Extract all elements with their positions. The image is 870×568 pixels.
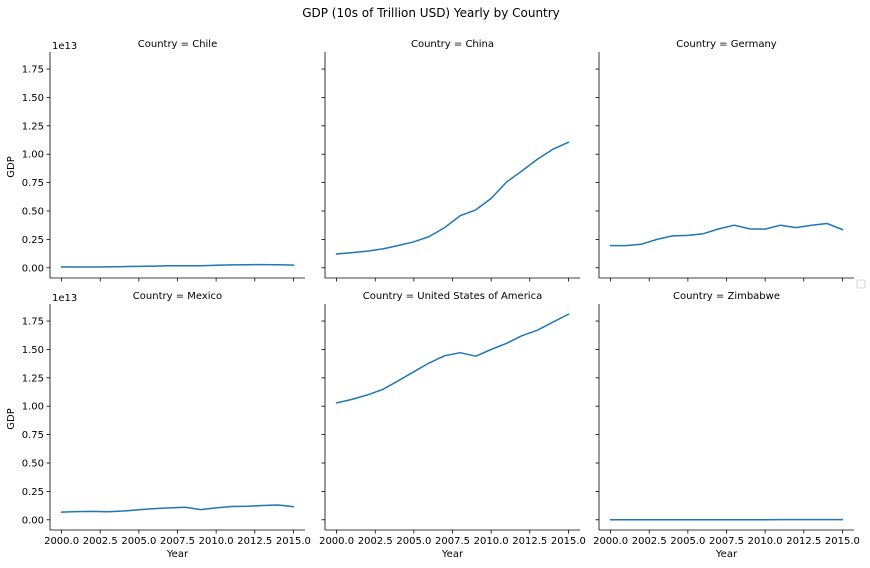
- y-offset-label: 1e13: [52, 41, 77, 52]
- facet-country-zimbabwe: Country = Zimbabwe 2000.0 2002.5 2005.0 2007…: [593, 291, 860, 560]
- facet-title: Country = Zimbabwe: [673, 291, 780, 302]
- y-offset-label: 1e13: [52, 293, 77, 304]
- x-tick-label: 2007.5: [435, 536, 470, 547]
- y-tick-label: 1.00: [22, 402, 44, 413]
- x-tick-label: 2000.0: [44, 536, 79, 547]
- x-tick-label: 2002.5: [83, 536, 118, 547]
- series-line-country-chile: [60, 263, 295, 268]
- x-axis-label: Year: [441, 549, 464, 560]
- x-tick-label: 2015.0: [276, 536, 311, 547]
- x-tick-label: 2012.5: [786, 536, 821, 547]
- y-axis-label: GDP: [6, 156, 17, 177]
- x-tick-label: 2010.0: [199, 536, 234, 547]
- facet-grid: Country = Chile 0.00 0.25 0.50 0.75 1.00 1.25 1…: [6, 39, 860, 560]
- x-tick-label: 2005.0: [670, 536, 705, 547]
- chart-title: GDP (10s of Trillion USD) Yearly by Coun…: [302, 6, 560, 20]
- x-tick-label: 2010.0: [748, 536, 783, 547]
- x-tick-label: 2000.0: [593, 536, 628, 547]
- x-tick-label: 2005.0: [396, 536, 431, 547]
- y-tick-label: 0.00: [22, 263, 44, 274]
- y-tick-label: 1.00: [22, 150, 44, 161]
- x-tick-label: 2015.0: [551, 536, 586, 547]
- x-tick-label: 2005.0: [121, 536, 156, 547]
- x-axis-label: Year: [715, 549, 738, 560]
- y-tick-label: 1.25: [22, 121, 44, 132]
- series-line-country-mexico: [60, 504, 295, 513]
- facet-country-united-states-of-america: Country = United States of America 2000.0…: [319, 291, 586, 560]
- y-tick-label: 1.50: [22, 93, 44, 104]
- y-tick-label: 0.75: [22, 178, 44, 189]
- y-tick-label: 1.25: [22, 373, 44, 384]
- y-tick-label: 1.75: [22, 317, 44, 328]
- y-tick-label: 0.25: [22, 487, 44, 498]
- y-tick-label: 0.25: [22, 235, 44, 246]
- x-tick-label: 2007.5: [160, 536, 195, 547]
- y-tick-label: 1.75: [22, 65, 44, 76]
- legend-box: [856, 279, 866, 289]
- x-tick-label: 2002.5: [632, 536, 667, 547]
- y-tick-label: 0.50: [22, 458, 44, 469]
- y-tick-label: 1.50: [22, 345, 44, 356]
- series-line-country-united-states-of-america: [335, 313, 570, 404]
- x-axis-label: Year: [166, 549, 189, 560]
- facet-country-china: Country = China: [321, 39, 580, 282]
- x-tick-label: 2002.5: [358, 536, 393, 547]
- facet-title: Country = China: [411, 39, 494, 50]
- series-line-country-germany: [609, 222, 844, 247]
- x-tick-label: 2015.0: [825, 536, 860, 547]
- facet-country-germany: Country = Germany: [595, 39, 854, 282]
- x-tick-label: 2007.5: [709, 536, 744, 547]
- facet-country-mexico: Country = Mexico 0.00 0.25 0.50 0.75 1.00 1.25…: [6, 291, 311, 560]
- y-axis-label: GDP: [6, 408, 17, 429]
- facet-title: Country = Mexico: [133, 291, 222, 302]
- x-tick-label: 2012.5: [237, 536, 272, 547]
- y-tick-label: 0.00: [22, 515, 44, 526]
- y-tick-label: 0.75: [22, 430, 44, 441]
- x-tick-label: 2012.5: [512, 536, 547, 547]
- facet-title: Country = Chile: [138, 39, 218, 50]
- y-tick-label: 0.50: [22, 206, 44, 217]
- facet-title: Country = Germany: [676, 39, 777, 50]
- facet-country-chile: Country = Chile 0.00 0.25 0.50 0.75 1.00 1.25 1…: [6, 39, 305, 282]
- facet-title: Country = United States of America: [363, 291, 542, 302]
- x-tick-label: 2010.0: [474, 536, 509, 547]
- x-tick-label: 2000.0: [319, 536, 354, 547]
- series-line-country-china: [335, 141, 570, 255]
